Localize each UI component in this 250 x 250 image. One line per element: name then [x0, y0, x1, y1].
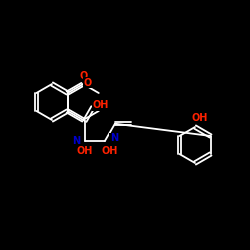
Text: OH: OH [192, 113, 208, 123]
Text: OH: OH [77, 146, 93, 156]
Text: N: N [72, 136, 80, 146]
Text: O: O [83, 78, 92, 88]
Text: OH: OH [93, 100, 109, 110]
Text: OH: OH [102, 146, 118, 156]
Text: N: N [110, 133, 118, 143]
Text: O: O [79, 71, 87, 81]
